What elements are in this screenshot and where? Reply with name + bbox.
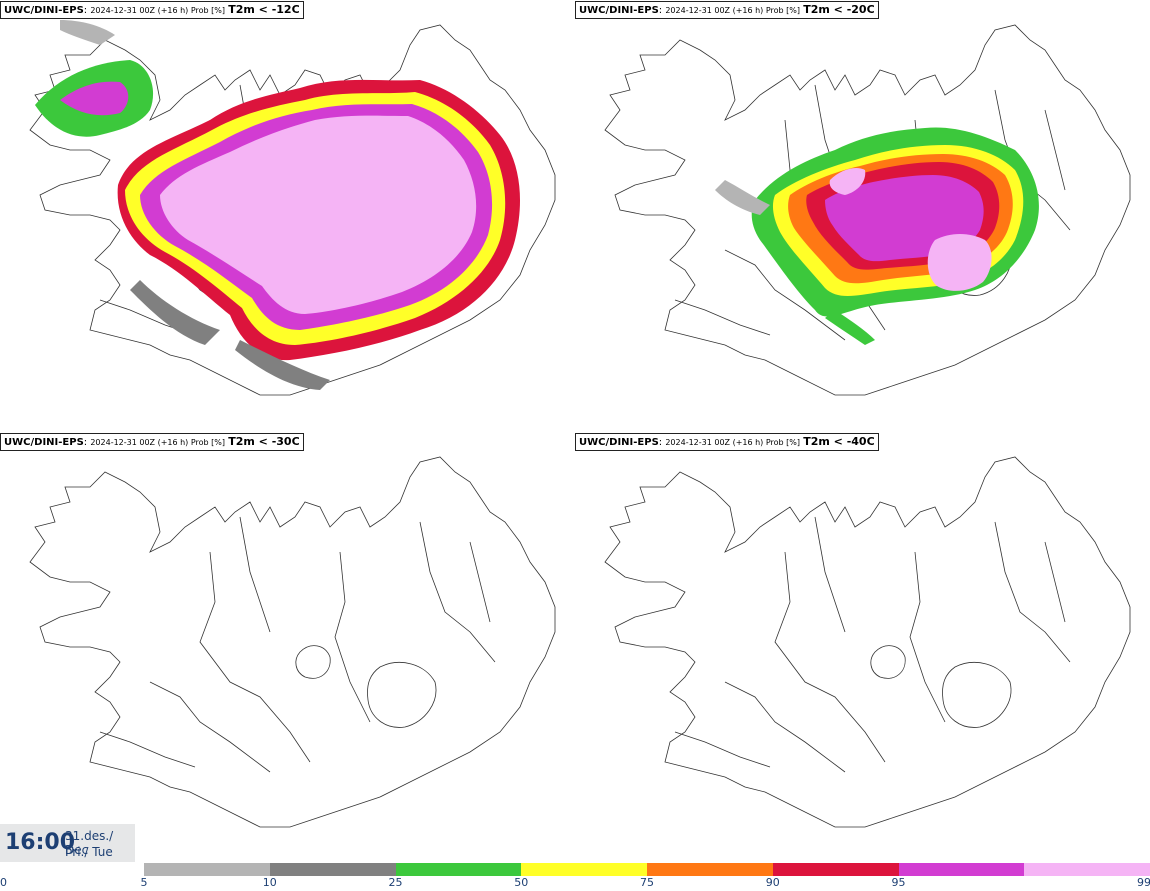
probability-map (604, 456, 1131, 828)
colorbar-segment (1024, 863, 1150, 876)
probability-map (29, 456, 556, 828)
colorbar-tick-label: 0 (0, 876, 7, 889)
probability-map (604, 24, 1131, 396)
valid-weekday: Þri./ Tue (65, 845, 113, 859)
colorbar-tick-label: 25 (388, 876, 403, 889)
valid-time-box: 16:00 31.des./ Dec Þri./ Tue (0, 824, 135, 862)
run-info: 2024-12-31 00Z (+16 h) Prob [%] (90, 6, 226, 15)
map-panel-t2m-minus-30: UWC/DINI-EPS: 2024-12-31 00Z (+16 h) Pro… (0, 432, 575, 864)
colorbar-segment (395, 863, 522, 876)
model-name: UWC/DINI-EPS (579, 5, 659, 16)
run-info: 2024-12-31 00Z (+16 h) Prob [%] (90, 438, 226, 447)
colorbar-segment (898, 863, 1025, 876)
colorbar-segment (269, 863, 396, 876)
threshold-label: T2m < -30C (228, 435, 300, 448)
colorbar-segment (647, 863, 773, 876)
panel-header: UWC/DINI-EPS: 2024-12-31 00Z (+16 h) Pro… (575, 1, 879, 19)
threshold-label: T2m < -12C (228, 3, 300, 16)
colorbar-tick-label: 75 (640, 876, 654, 889)
model-name: UWC/DINI-EPS (4, 437, 84, 448)
colorbar-tick-label: 5 (140, 876, 148, 889)
probability-field (35, 20, 520, 390)
colorbar-tick-label: 90 (765, 876, 780, 889)
map-panel-t2m-minus-12: UWC/DINI-EPS: 2024-12-31 00Z (+16 h) Pro… (0, 0, 575, 432)
run-info: 2024-12-31 00Z (+16 h) Prob [%] (665, 6, 801, 15)
colorbar-tick-label: 10 (262, 876, 277, 889)
valid-time: 16:00 (5, 830, 76, 855)
colorbar-tick-label: 99 (1137, 876, 1150, 889)
colorbar-ticks: 0 5 10 25 50 75 90 95 99 (0, 876, 1150, 891)
probability-map (29, 20, 556, 396)
panel-header: UWC/DINI-EPS: 2024-12-31 00Z (+16 h) Pro… (575, 433, 879, 451)
colorbar-segment (772, 863, 899, 876)
map-panel-t2m-minus-20: UWC/DINI-EPS: 2024-12-31 00Z (+16 h) Pro… (575, 0, 1150, 432)
threshold-label: T2m < -20C (803, 3, 875, 16)
valid-date: 31.des./ Dec (65, 829, 114, 857)
colorbar-segment (144, 863, 270, 876)
colorbar-segment (521, 863, 647, 876)
threshold-label: T2m < -40C (803, 435, 875, 448)
model-name: UWC/DINI-EPS (579, 437, 659, 448)
probability-colorbar (144, 863, 1150, 876)
probability-field (715, 127, 1039, 345)
colorbar-tick-label: 50 (514, 876, 529, 889)
map-panel-t2m-minus-40: UWC/DINI-EPS: 2024-12-31 00Z (+16 h) Pro… (575, 432, 1150, 864)
panel-header: UWC/DINI-EPS: 2024-12-31 00Z (+16 h) Pro… (0, 1, 304, 19)
run-info: 2024-12-31 00Z (+16 h) Prob [%] (665, 438, 801, 447)
model-name: UWC/DINI-EPS (4, 5, 84, 16)
colorbar-tick-label: 95 (891, 876, 906, 889)
panel-header: UWC/DINI-EPS: 2024-12-31 00Z (+16 h) Pro… (0, 433, 304, 451)
